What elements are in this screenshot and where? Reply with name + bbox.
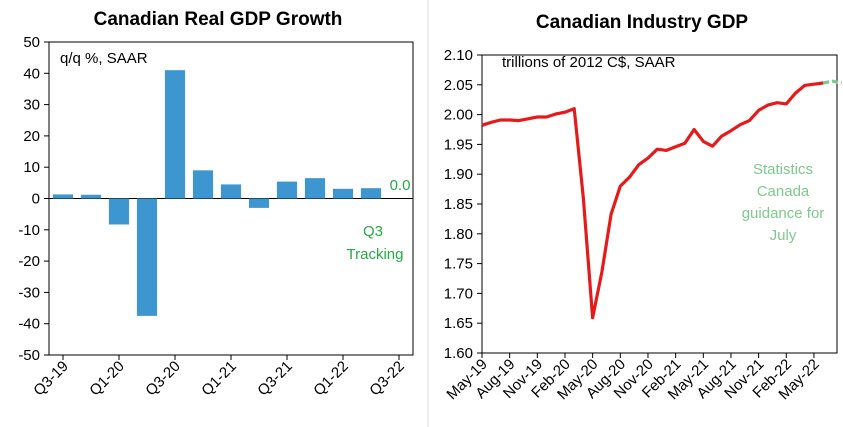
left-x-tick-label: Q3-20	[142, 358, 184, 400]
right-plot-area: trillions of 2012 C$, SAAR 2.10 2.05 2.00 1…	[443, 47, 842, 403]
bar-Q2-21	[248, 198, 270, 208]
right-y-tick-label: 1.70	[444, 285, 473, 302]
right-plot-frame	[481, 54, 838, 354]
right-series	[481, 79, 842, 320]
right-y-tick-label: 1.95	[444, 136, 473, 153]
left-y-tick-label: -40	[18, 316, 40, 333]
bar-Q4-19	[80, 194, 102, 199]
left-bars	[52, 70, 382, 316]
right-x-axis: May-19Aug-19Nov-19Feb-20May-20Aug-20Nov-…	[443, 353, 823, 403]
left-y-tick-label: -20	[18, 253, 40, 270]
annotation-q3: Q3	[363, 223, 383, 240]
right-y-tick-label: 1.75	[444, 256, 473, 273]
industry-gdp-line	[481, 81, 824, 320]
bar-Q1-22	[332, 188, 354, 199]
bar-Q3-19	[52, 194, 74, 199]
left-unit-label: q/q %, SAAR	[60, 50, 148, 67]
left-x-tick-label: Q1-21	[198, 358, 240, 400]
left-x-axis: Q3-19 Q1-20 Q3-20 Q1-21 Q3-21 Q1-22 Q3-22	[30, 355, 408, 399]
bar-Q4-20	[192, 170, 214, 199]
left-y-tick-label: 50	[23, 34, 40, 51]
annotation-zero: 0.0	[390, 177, 411, 194]
bar-Q2-20	[136, 198, 158, 316]
bar-Q3-20	[164, 70, 186, 199]
bar-Q1-21	[220, 184, 242, 199]
guidance-line-3: guidance for	[742, 205, 825, 222]
left-y-tick-label: 20	[23, 128, 40, 145]
right-y-tick-label: 1.90	[444, 166, 473, 183]
bar-Q1-20	[108, 198, 130, 225]
left-y-tick-label: -50	[18, 347, 40, 364]
right-unit-label: trillions of 2012 C$, SAAR	[502, 54, 676, 71]
right-y-tick-label: 1.60	[444, 345, 473, 362]
left-y-tick-label: 40	[23, 65, 40, 82]
bar-Q4-21	[304, 178, 326, 199]
left-x-tick-label: Q3-19	[30, 358, 72, 400]
left-y-tick-label: -30	[18, 284, 40, 301]
left-y-axis: 50 40 30 20 10 0 -10 -20 -30 -40 -50	[18, 34, 413, 364]
left-x-tick-label: Q3-21	[254, 358, 296, 400]
guidance-line-1: Statistics	[753, 161, 813, 178]
right-y-tick-label: 1.80	[444, 226, 473, 243]
annotation-tracking: Tracking	[347, 246, 404, 263]
guidance-line-4: July	[770, 227, 797, 244]
right-y-tick-label: 1.85	[444, 196, 473, 213]
bar-Q2-22	[360, 188, 382, 199]
left-plot-area: q/q %, SAAR 50 40 30 20 10 0 -10 -20 -30 -40 -50 Q…	[18, 34, 414, 399]
guidance-line-2: Canada	[757, 183, 810, 200]
left-y-tick-label: -10	[18, 222, 40, 239]
right-y-tick-label: 1.65	[444, 315, 473, 332]
bar-Q3-21	[276, 181, 298, 199]
left-y-tick-label: 0	[32, 191, 40, 208]
right-y-tick-label: 2.05	[444, 77, 473, 94]
right-y-tick-label: 2.00	[444, 107, 473, 124]
guidance-line	[822, 79, 842, 85]
left-x-tick-label: Q3-22	[366, 358, 408, 400]
left-chart-title: Canadian Real GDP Growth	[94, 9, 343, 30]
right-chart-title: Canadian Industry GDP	[536, 12, 749, 33]
left-y-tick-label: 30	[23, 97, 40, 114]
left-x-tick-label: Q1-20	[86, 358, 128, 400]
right-y-tick-label: 2.10	[444, 47, 473, 64]
left-x-tick-label: Q1-22	[310, 358, 352, 400]
left-y-tick-label: 10	[23, 159, 40, 176]
right-y-axis: 2.10 2.05 2.00 1.95 1.90 1.85 1.80 1.75 1.70 1.65…	[444, 47, 482, 362]
